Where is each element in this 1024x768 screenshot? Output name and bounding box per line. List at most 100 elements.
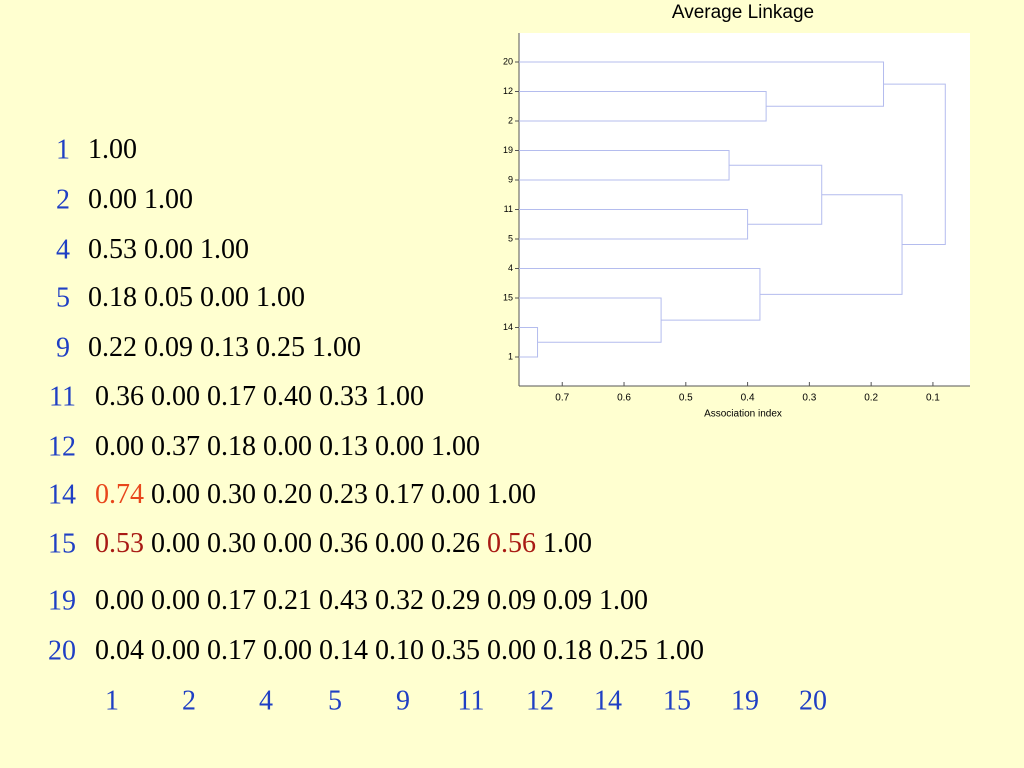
cell: 0.10 — [375, 635, 424, 666]
leaf-label: 9 — [508, 174, 513, 184]
cell: 0.74 — [95, 479, 144, 510]
cell: 0.20 — [263, 479, 312, 510]
cell: 0.00 — [144, 234, 193, 265]
dendrogram-link — [519, 209, 749, 240]
cell: 1.00 — [88, 134, 137, 165]
cell: 0.53 — [95, 528, 144, 559]
cell: 1.00 — [655, 635, 704, 666]
leaf-label: 19 — [503, 145, 513, 155]
leaf-label: 15 — [503, 292, 513, 302]
cell: 0.25 — [256, 332, 305, 363]
cell: 0.00 — [151, 381, 200, 412]
cell: 0.43 — [319, 585, 368, 616]
x-axis-label: Association index — [704, 409, 782, 420]
row-label: 14 — [48, 479, 76, 510]
cell: 0.00 — [263, 431, 312, 462]
cell: 0.17 — [375, 479, 424, 510]
column-label: 9 — [396, 685, 410, 716]
column-label: 19 — [731, 685, 759, 716]
cell: 0.33 — [319, 381, 368, 412]
column-label: 20 — [799, 685, 827, 716]
cell: 0.53 — [88, 234, 137, 265]
row-values: 1.00 — [88, 134, 137, 165]
cell: 0.29 — [431, 585, 480, 616]
column-label: 15 — [663, 685, 691, 716]
dendrogram-link — [519, 268, 761, 321]
x-tick-label: 0.5 — [679, 393, 693, 404]
row-label: 4 — [56, 234, 70, 265]
row-values: 0.53 0.00 0.30 0.00 0.36 0.00 0.26 0.56 1.00 — [95, 528, 592, 559]
row-values: 0.36 0.00 0.17 0.40 0.33 1.00 — [95, 381, 424, 412]
cell: 0.13 — [319, 431, 368, 462]
row-label: 11 — [49, 381, 76, 412]
cell: 0.04 — [95, 635, 144, 666]
cell: 0.23 — [319, 479, 368, 510]
row-label: 1 — [56, 134, 70, 165]
leaf-label: 2 — [508, 115, 513, 125]
row-values: 0.04 0.00 0.17 0.00 0.14 0.10 0.35 0.00 0.18 0.25… — [95, 635, 704, 666]
cell: 0.00 — [263, 528, 312, 559]
cell: 0.13 — [200, 332, 249, 363]
cell: 1.00 — [543, 528, 592, 559]
cell: 0.00 — [95, 585, 144, 616]
row-label: 5 — [56, 282, 70, 313]
cell: 0.14 — [319, 635, 368, 666]
leaf-label: 4 — [508, 263, 513, 273]
cell: 0.40 — [263, 381, 312, 412]
cell: 0.17 — [207, 381, 256, 412]
cell: 0.30 — [207, 528, 256, 559]
cell: 0.00 — [375, 528, 424, 559]
cell: 0.36 — [319, 528, 368, 559]
cell: 0.00 — [151, 635, 200, 666]
row-values: 0.53 0.00 1.00 — [88, 234, 249, 265]
row-values: 0.00 1.00 — [88, 184, 193, 215]
x-tick-label: 0.4 — [741, 393, 755, 404]
cell: 0.18 — [207, 431, 256, 462]
column-label: 1 — [105, 685, 119, 716]
column-label: 4 — [259, 685, 273, 716]
leaf-label: 11 — [504, 204, 513, 214]
row-label: 9 — [56, 332, 70, 363]
column-label: 12 — [526, 685, 554, 716]
cell: 0.17 — [207, 585, 256, 616]
x-tick-label: 0.6 — [617, 393, 631, 404]
cell: 0.00 — [151, 479, 200, 510]
row-values: 0.00 0.37 0.18 0.00 0.13 0.00 1.00 — [95, 431, 480, 462]
cell: 0.00 — [151, 528, 200, 559]
row-values: 0.18 0.05 0.00 1.00 — [88, 282, 305, 313]
dendrogram-link — [883, 83, 946, 246]
row-label: 19 — [48, 585, 76, 616]
row-label: 12 — [48, 431, 76, 462]
cell: 0.00 — [88, 184, 137, 215]
cell: 0.25 — [599, 635, 648, 666]
cell: 0.17 — [207, 635, 256, 666]
cell: 1.00 — [375, 381, 424, 412]
dendrogram-link — [759, 194, 903, 295]
x-tick-label: 0.2 — [864, 393, 878, 404]
leaf-label: 12 — [503, 86, 513, 96]
dendrogram-link — [519, 91, 767, 122]
cell: 0.00 — [375, 431, 424, 462]
cell: 0.30 — [207, 479, 256, 510]
row-label: 2 — [56, 184, 70, 215]
cell: 0.22 — [88, 332, 137, 363]
cell: 1.00 — [256, 282, 305, 313]
cell: 1.00 — [487, 479, 536, 510]
row-values: 0.00 0.00 0.17 0.21 0.43 0.32 0.29 0.09 0.09 1.00 — [95, 585, 648, 616]
cell: 0.05 — [144, 282, 193, 313]
column-label: 11 — [458, 685, 485, 716]
cell: 0.00 — [151, 585, 200, 616]
cell: 0.00 — [431, 479, 480, 510]
x-tick-label: 0.7 — [555, 393, 569, 404]
cell: 0.18 — [88, 282, 137, 313]
cell: 1.00 — [431, 431, 480, 462]
cell: 0.37 — [151, 431, 200, 462]
cell: 0.56 — [487, 528, 536, 559]
leaf-label: 20 — [503, 56, 513, 66]
dendrogram-link — [519, 327, 539, 358]
cell: 0.26 — [431, 528, 480, 559]
cell: 0.00 — [263, 635, 312, 666]
x-tick-label: 0.1 — [926, 393, 940, 404]
chart-title: Average Linkage — [672, 2, 814, 23]
